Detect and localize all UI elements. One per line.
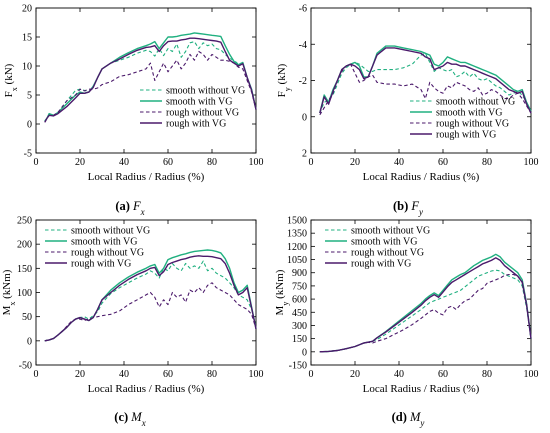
y-tick-label: 1200 <box>287 242 307 253</box>
x-tick-label: 80 <box>482 369 492 380</box>
panel-caption: (c) Mx <box>114 410 145 428</box>
x-tick-label: 60 <box>438 369 448 380</box>
x-tick-label: 60 <box>438 157 448 168</box>
x-tick-label: 20 <box>350 369 360 380</box>
y-tick-label: 50 <box>22 312 32 323</box>
plot-frame <box>310 219 532 366</box>
x-tick-label: 20 <box>75 157 85 168</box>
x-tick-label: 0 <box>34 369 39 380</box>
x-tick-label: 100 <box>249 369 264 380</box>
legend-label: rough without VG <box>436 119 509 130</box>
series-line-rough-with-VG <box>44 37 257 123</box>
series-line-smooth-with-VG <box>44 32 257 122</box>
y-tick-label: 450 <box>292 308 307 319</box>
legend-label: rough with VG <box>166 119 226 130</box>
x-axis-label: Local Radius / Radius (%) <box>88 383 205 395</box>
panel-caption: (a) Fx <box>115 199 144 217</box>
x-tick-label: 20 <box>350 157 360 168</box>
legend-label: rough without VG <box>166 108 239 119</box>
x-tick-label: 40 <box>394 157 404 168</box>
x-tick-label: 0 <box>34 157 39 168</box>
legend-label: rough without VG <box>351 248 424 259</box>
y-tick-label: 750 <box>292 281 307 292</box>
y-tick-label: 10 <box>22 62 32 73</box>
series-line-rough-with-VG <box>319 47 532 114</box>
y-tick-label: 2 <box>302 149 307 160</box>
y-tick-label: 0 <box>302 347 307 358</box>
y-tick-label: -2 <box>299 76 307 87</box>
y-tick-label: 15 <box>22 33 32 44</box>
x-axis-label: Local Radius / Radius (%) <box>363 383 480 395</box>
y-axis-label: Mx (kNm) <box>1 269 17 315</box>
x-tick-label: 80 <box>482 157 492 168</box>
x-tick-label: 40 <box>119 157 129 168</box>
y-tick-label: 1350 <box>287 229 307 240</box>
x-axis-label: Local Radius / Radius (%) <box>88 171 205 183</box>
legend-label: smooth with VG <box>71 237 138 248</box>
x-tick-label: 40 <box>119 369 129 380</box>
x-tick-label: 40 <box>394 369 404 380</box>
legend-label: smooth with VG <box>166 97 233 108</box>
y-tick-label: 5 <box>27 91 32 102</box>
y-tick-label: 0 <box>302 112 307 123</box>
panel-caption: (b) Fy <box>393 199 423 217</box>
y-tick-label: 200 <box>17 240 32 251</box>
legend-label: smooth without VG <box>351 226 430 237</box>
y-axis-label: Fx (kN) <box>3 63 19 97</box>
legend-label: rough with VG <box>351 259 411 270</box>
legend-label: smooth with VG <box>436 108 503 119</box>
y-tick-label: 1500 <box>287 216 307 227</box>
x-tick-label: 80 <box>207 157 217 168</box>
series-line-rough-with-VG <box>319 257 532 353</box>
x-tick-label: 20 <box>75 369 85 380</box>
y-tick-label: 20 <box>22 4 32 15</box>
y-axis-label: My (kNm) <box>274 269 290 315</box>
y-tick-label: 600 <box>292 295 307 306</box>
panel-my: 0 20 40 60 80 100-150015030045060075090010501… <box>274 216 539 429</box>
series-line-rough-without-VG <box>44 50 257 123</box>
x-tick-label: 60 <box>163 369 173 380</box>
x-tick-label: 100 <box>249 157 264 168</box>
y-tick-label: 300 <box>292 321 307 332</box>
y-tick-label: -4 <box>299 40 307 51</box>
y-tick-label: -6 <box>299 4 307 15</box>
y-tick-label: 0 <box>27 120 32 131</box>
y-tick-label: 1050 <box>287 255 307 266</box>
y-tick-label: 150 <box>292 334 307 345</box>
panel-caption: (d) My <box>392 410 425 428</box>
y-tick-label: 150 <box>17 264 32 275</box>
y-tick-label: 900 <box>292 268 307 279</box>
x-tick-label: 100 <box>524 369 539 380</box>
x-tick-label: 60 <box>163 157 173 168</box>
series-line-rough-without-VG <box>319 63 532 116</box>
y-tick-label: -50 <box>19 361 32 372</box>
y-tick-label: 250 <box>17 216 32 227</box>
series-line-rough-with-VG <box>44 255 257 342</box>
plot-frame <box>35 7 257 154</box>
legend-label: smooth with VG <box>351 237 418 248</box>
y-tick-label: -5 <box>24 149 32 160</box>
legend-label: smooth without VG <box>71 226 150 237</box>
x-tick-label: 0 <box>309 157 314 168</box>
y-tick-label: 0 <box>27 336 32 347</box>
x-tick-label: 80 <box>207 369 217 380</box>
y-tick-label: -150 <box>289 361 307 372</box>
y-tick-label: 100 <box>17 288 32 299</box>
y-axis-label: Fy (kN) <box>276 63 292 97</box>
x-tick-label: 0 <box>309 369 314 380</box>
legend-label: smooth without VG <box>166 86 245 97</box>
legend-label: rough with VG <box>71 259 131 270</box>
legend-label: rough with VG <box>436 130 496 141</box>
legend-label: smooth without VG <box>436 97 515 108</box>
legend-label: rough without VG <box>71 248 144 259</box>
x-tick-label: 100 <box>524 157 539 168</box>
x-axis-label: Local Radius / Radius (%) <box>363 171 480 183</box>
